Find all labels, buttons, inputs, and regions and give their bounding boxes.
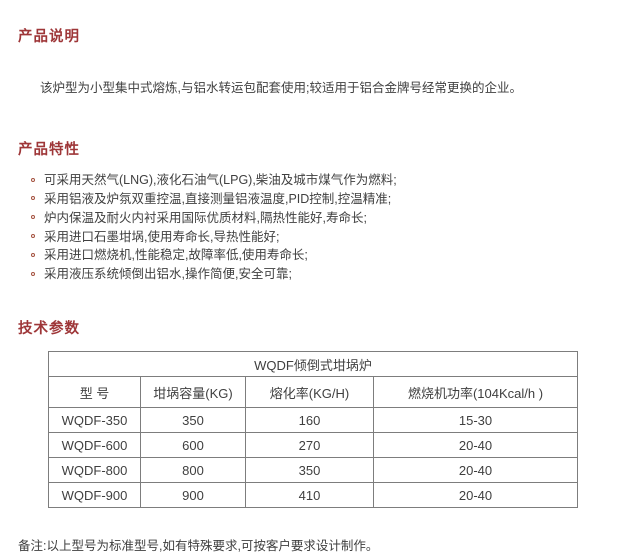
feature-item-text: 采用进口燃烧机,性能稳定,故障率低,使用寿命长; [44, 248, 308, 263]
ring-bullet-icon [31, 252, 35, 257]
feature-item-text: 炉内保温及耐火内衬采用国际优质材料,隔热性能好,寿命长; [44, 210, 367, 225]
table-row: WQDF-900 900 410 20-40 [48, 482, 579, 508]
cell-burner-power: 20-40 [372, 457, 579, 483]
feature-item-text: 采用铝液及炉氛双重控温,直接测量铝液温度,PID控制,控温精准; [44, 191, 392, 206]
cell-model: WQDF-800 [48, 457, 141, 483]
ring-bullet-icon [31, 234, 35, 239]
section-title-technical-parameters: 技术参数 [18, 321, 80, 337]
column-header-model: 型 号 [48, 376, 141, 408]
table-caption: WQDF倾倒式坩埚炉 [47, 351, 579, 377]
feature-item: 采用液压系统倾倒出铝水,操作简便,安全可靠; [31, 265, 639, 284]
feature-item: 采用进口石墨坩埚,使用寿命长,导热性能好; [31, 228, 639, 247]
cell-capacity: 800 [140, 457, 246, 483]
ring-bullet-icon [31, 271, 35, 276]
cell-melting-rate: 410 [245, 482, 374, 508]
feature-item-text: 可采用天然气(LNG),液化石油气(LPG),柴油及城市煤气作为燃料; [44, 173, 397, 188]
column-header-melting-rate: 熔化率(KG/H) [245, 376, 374, 408]
cell-burner-power: 20-40 [372, 432, 579, 458]
table-header-row: 型 号 坩埚容量(KG) 熔化率(KG/H) 燃烧机功率(104Kcal/h ) [48, 376, 579, 408]
table-row: WQDF-600 600 270 20-40 [48, 432, 579, 458]
table-row: WQDF-800 800 350 20-40 [48, 457, 579, 483]
remark-note: 备注:以上型号为标准型号,如有特殊要求,可按客户要求设计制作。 [18, 538, 379, 553]
cell-capacity: 900 [140, 482, 246, 508]
ring-bullet-icon [31, 177, 35, 182]
section-title-product-features: 产品特性 [18, 142, 80, 159]
cell-melting-rate: 350 [245, 457, 374, 483]
cell-model: WQDF-600 [48, 432, 141, 458]
feature-item: 炉内保温及耐火内衬采用国际优质材料,隔热性能好,寿命长; [31, 209, 639, 228]
table-row: WQDF-350 350 160 15-30 [48, 407, 579, 433]
table-caption-row: WQDF倾倒式坩埚炉 [47, 351, 579, 377]
column-header-capacity: 坩埚容量(KG) [140, 376, 246, 408]
feature-item: 采用铝液及炉氛双重控温,直接测量铝液温度,PID控制,控温精准; [31, 190, 639, 209]
cell-melting-rate: 270 [245, 432, 374, 458]
cell-burner-power: 15-30 [372, 407, 579, 433]
product-description-text: 该炉型为小型集中式熔炼,与铝水转运包配套使用;较适用于铝合金牌号经常更换的企业。 [40, 80, 522, 95]
cell-melting-rate: 160 [245, 407, 374, 433]
feature-item: 采用进口燃烧机,性能稳定,故障率低,使用寿命长; [31, 246, 639, 265]
product-page: 产品说明 该炉型为小型集中式熔炼,与铝水转运包配套使用;较适用于铝合金牌号经常更… [0, 12, 639, 553]
feature-item: 可采用天然气(LNG),液化石油气(LPG),柴油及城市煤气作为燃料; [31, 171, 639, 190]
feature-item-text: 采用液压系统倾倒出铝水,操作简便,安全可靠; [44, 267, 292, 282]
cell-burner-power: 20-40 [372, 482, 579, 508]
ring-bullet-icon [31, 196, 35, 201]
cell-model: WQDF-900 [48, 482, 141, 508]
cell-model: WQDF-350 [48, 407, 141, 433]
technical-parameters-table: WQDF倾倒式坩埚炉 型 号 坩埚容量(KG) 熔化率(KG/H) 燃烧机功率(… [47, 351, 579, 508]
column-header-burner-power: 燃烧机功率(104Kcal/h ) [372, 376, 579, 408]
ring-bullet-icon [31, 215, 35, 220]
cell-capacity: 350 [140, 407, 246, 433]
cell-capacity: 600 [140, 432, 246, 458]
section-title-product-description: 产品说明 [18, 29, 80, 46]
feature-list: 可采用天然气(LNG),液化石油气(LPG),柴油及城市煤气作为燃料; 采用铝液… [0, 171, 639, 284]
feature-item-text: 采用进口石墨坩埚,使用寿命长,导热性能好; [44, 229, 280, 244]
